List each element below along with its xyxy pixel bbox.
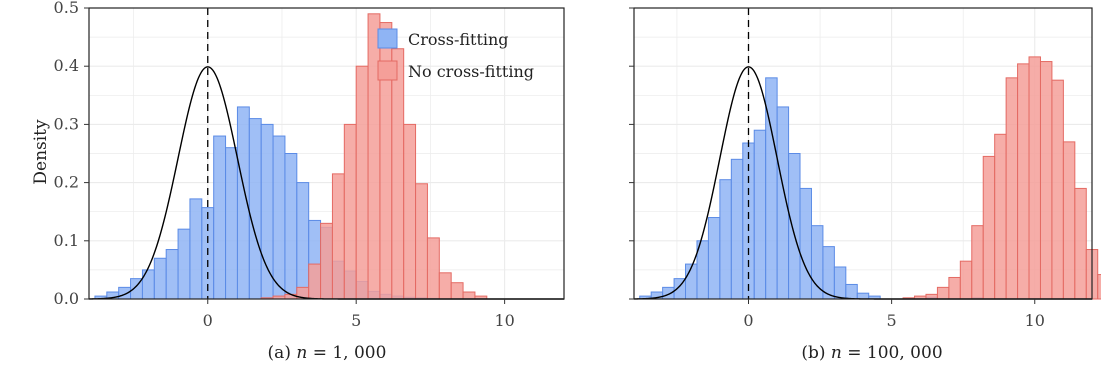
- y-tick-label: 0.2: [54, 173, 79, 192]
- histogram-bar: [1097, 274, 1101, 300]
- histogram-bar: [1005, 77, 1019, 300]
- y-tick-label: 0.5: [54, 0, 79, 17]
- histogram-bar: [799, 187, 812, 300]
- histogram-bar: [959, 260, 973, 300]
- histogram-bar: [308, 263, 322, 300]
- histogram-bar: [165, 249, 179, 300]
- histogram-bar: [685, 263, 698, 300]
- x-tick-label: 0: [743, 311, 753, 330]
- y-tick-label: 0.4: [54, 56, 79, 75]
- histogram-bar: [355, 65, 369, 300]
- histogram-bar: [296, 182, 310, 300]
- histogram-bar: [284, 153, 298, 300]
- histogram-bar: [225, 147, 238, 300]
- histogram-bar: [971, 225, 984, 300]
- legend-label-no-cross-fitting: No cross-fitting: [408, 62, 534, 81]
- histogram-bar: [845, 283, 858, 300]
- histogram-bar: [213, 135, 227, 300]
- histogram-bar: [118, 286, 132, 300]
- histogram-bar: [403, 123, 417, 300]
- histogram-bar: [810, 225, 824, 300]
- histogram-bar: [982, 155, 996, 300]
- panel-b: 0 5 10: [629, 7, 1101, 330]
- caption-panel-b: (b) n = 100, 000: [801, 343, 942, 363]
- series-cross-fitting: [639, 77, 984, 300]
- histogram-bar: [462, 291, 476, 300]
- histogram-bar: [1074, 187, 1087, 300]
- x-tick-label: 10: [1025, 311, 1045, 330]
- legend-swatch-no-cross-fitting: [377, 60, 398, 81]
- histogram-bar: [822, 246, 835, 300]
- x-tick-label: 0: [203, 311, 213, 330]
- histogram-bar: [1051, 79, 1064, 300]
- x-tick-label: 10: [494, 311, 514, 330]
- legend: Cross-fitting No cross-fitting: [377, 28, 534, 81]
- histogram-bar: [707, 217, 721, 300]
- histogram-bar: [248, 118, 262, 300]
- y-axis-label: Density: [31, 119, 51, 185]
- x-tick-label: 5: [887, 311, 897, 330]
- histogram-bar: [391, 48, 405, 300]
- histogram-bar: [753, 129, 767, 300]
- histogram-bar: [788, 153, 801, 300]
- histogram-bar: [260, 123, 274, 300]
- y-tick-label: 0.1: [54, 231, 79, 250]
- panel-frame: [633, 7, 1093, 300]
- histogram-bar: [1039, 61, 1053, 300]
- panel-a: 0 5 10 0.0 0.1 0.2 0.3 0.4 0.5: [54, 0, 565, 330]
- histogram-bar: [367, 13, 381, 300]
- histogram-bar: [936, 286, 950, 300]
- histogram-bar: [1028, 56, 1041, 300]
- histogram-bar: [272, 135, 286, 300]
- histogram-bar: [450, 282, 464, 300]
- histogram-bar: [438, 272, 452, 300]
- histogram-bar: [331, 173, 345, 300]
- histogram-bar: [833, 266, 847, 300]
- legend-label-cross-fitting: Cross-fitting: [408, 30, 509, 49]
- series-no-cross-fitting: [902, 56, 1101, 300]
- y-tick-label: 0.3: [54, 114, 79, 133]
- histogram-bar: [320, 222, 333, 300]
- histogram-bar: [1017, 63, 1030, 300]
- histogram-bar: [730, 158, 744, 300]
- histogram-bar: [948, 276, 961, 300]
- histogram-bar: [426, 237, 440, 300]
- y-tick-label: 0.0: [54, 289, 79, 308]
- histogram-bar: [153, 257, 167, 300]
- histogram-bar: [177, 228, 191, 300]
- histogram-bar: [994, 133, 1007, 300]
- x-tick-label: 5: [351, 311, 361, 330]
- legend-swatch-cross-fitting: [377, 28, 398, 49]
- caption-panel-a: (a) n = 1, 000: [268, 343, 387, 363]
- histogram-bar: [1062, 141, 1076, 300]
- histogram-bar: [189, 198, 203, 300]
- histogram-bar: [415, 183, 428, 300]
- histogram-bar: [343, 123, 357, 300]
- histogram-bar: [719, 179, 732, 300]
- histogram-bar: [662, 286, 675, 300]
- panel-frame: [88, 7, 565, 300]
- histogram-bar: [856, 292, 870, 300]
